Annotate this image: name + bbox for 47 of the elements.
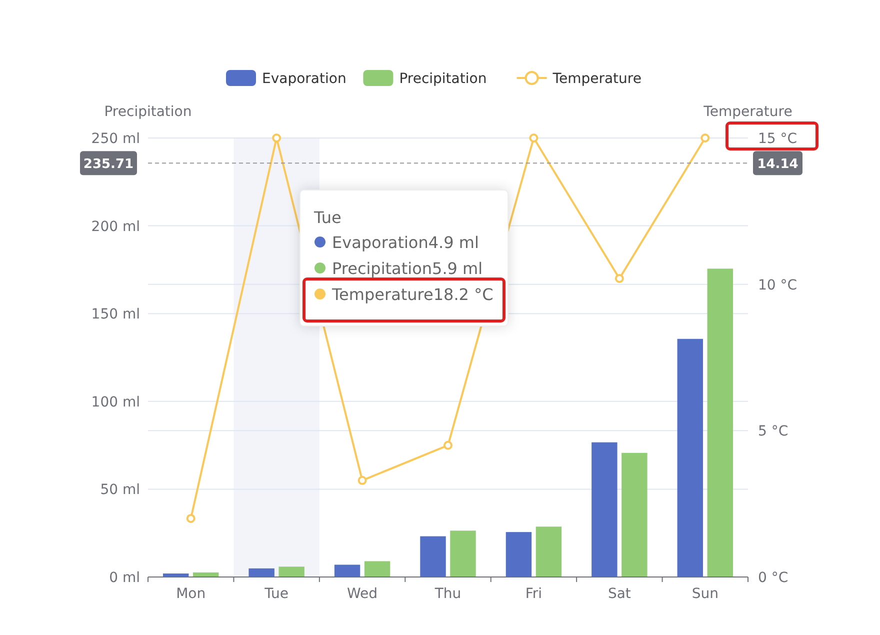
point <box>358 476 367 485</box>
x-tick-label: Wed <box>347 586 378 602</box>
y-tick-label: 200 ml <box>91 218 140 235</box>
bar <box>450 530 476 577</box>
x-tick-label: Thu <box>434 586 462 602</box>
point <box>529 134 538 142</box>
bar <box>592 442 618 577</box>
y-tick-label: 250 ml <box>91 131 140 147</box>
bar <box>248 568 274 577</box>
legend-label: Precipitation <box>399 71 487 87</box>
y-axis-title: Precipitation <box>104 104 192 120</box>
x-tick-label: Sat <box>608 586 632 602</box>
point <box>614 274 624 283</box>
legend-label: Evaporation <box>262 71 346 87</box>
annotation: Tue <box>313 208 342 227</box>
text: 14.14 <box>757 157 798 172</box>
y2-tick-label: 15 °C <box>758 131 798 147</box>
bar <box>334 564 360 577</box>
y2-tick-label: 10 °C <box>758 277 798 294</box>
bar <box>622 452 648 577</box>
y2-tick-label: 0 °C <box>758 570 788 586</box>
y2-axis-title: Temperature <box>702 104 792 120</box>
annotation: Precipitation5.9 ml <box>332 259 483 278</box>
bar <box>677 338 703 577</box>
bar <box>278 566 304 577</box>
bar <box>420 536 446 577</box>
annotation: Temperature18.2 °C <box>331 285 494 304</box>
point <box>186 514 196 523</box>
bar <box>506 532 532 577</box>
ref-line-label: 235.71 <box>83 157 134 172</box>
point <box>700 134 710 142</box>
x-tick-label: Sun <box>692 586 718 602</box>
y-tick-label: 100 ml <box>91 394 140 410</box>
legend-label: Temperature <box>552 71 642 87</box>
bar <box>364 561 390 577</box>
x-tick-label: Mon <box>176 586 206 602</box>
x-tick-label: Tue <box>264 586 289 602</box>
y-tick-label: 150 ml <box>91 306 140 323</box>
point <box>444 440 452 450</box>
bar <box>536 526 562 577</box>
y2-tick-label: 5 °C <box>758 424 788 440</box>
y-tick-label: 0 ml <box>109 570 140 586</box>
bar <box>707 268 733 577</box>
x-tick-label: Fri <box>525 586 542 602</box>
annotation: Evaporation4.9 ml <box>332 233 479 252</box>
point <box>272 134 282 142</box>
y-tick-label: 50 ml <box>100 482 140 498</box>
